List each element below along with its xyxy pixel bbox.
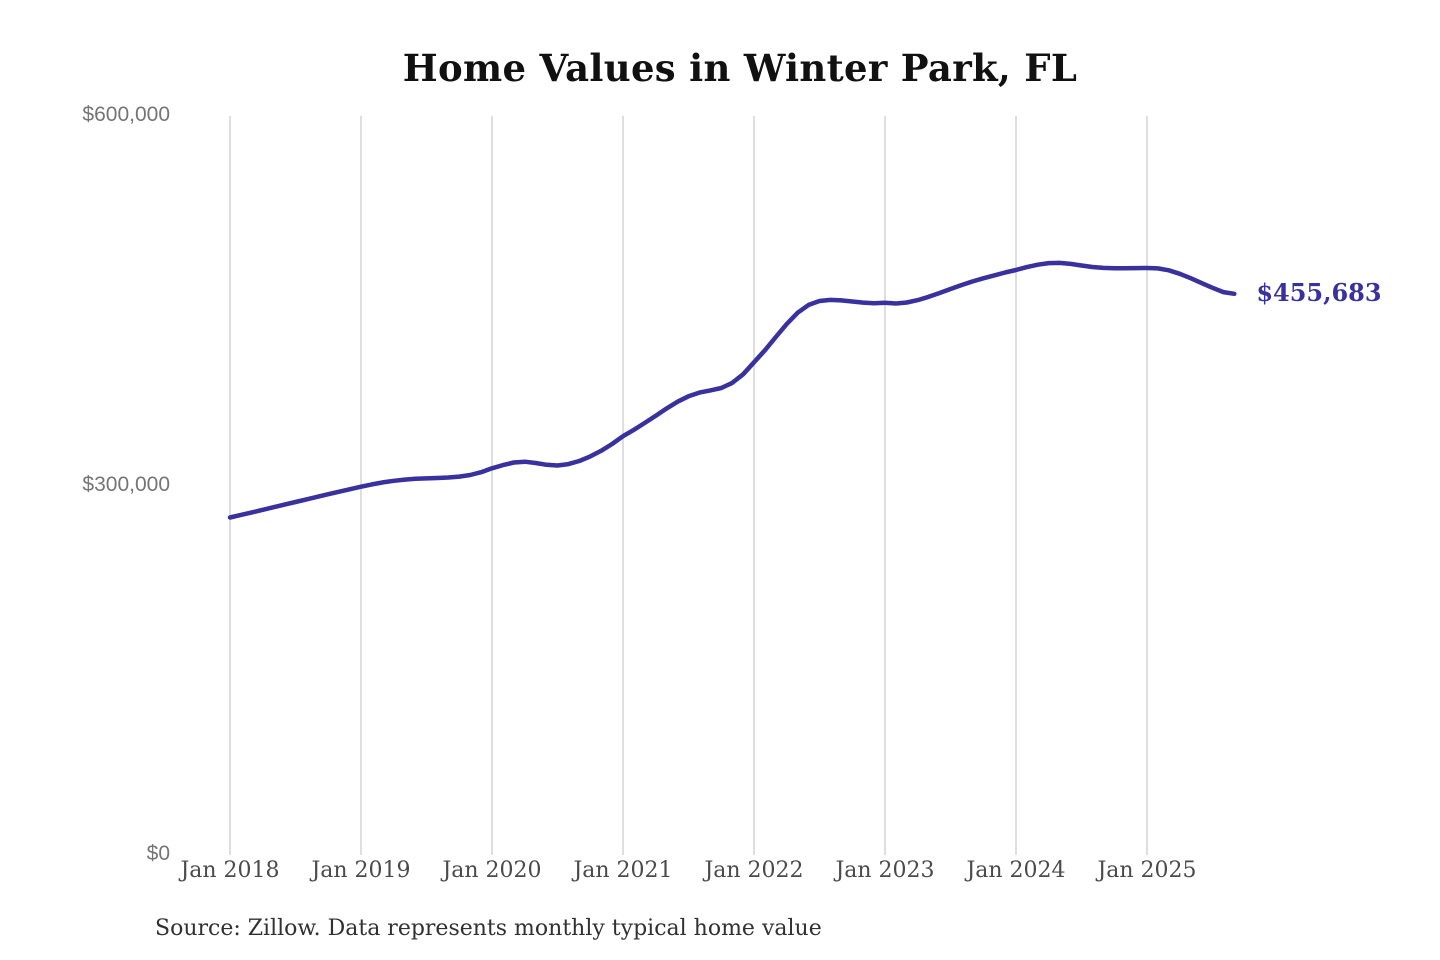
x-axis-tick-label: Jan 2021 [573, 858, 673, 883]
home-value-line [227, 260, 1237, 520]
source-note: Source: Zillow. Data represents monthly … [155, 916, 822, 941]
x-axis-tick-label: Jan 2022 [704, 858, 804, 883]
y-axis-tick-label: $600,000 [82, 103, 170, 126]
y-axis-tick-label: $300,000 [82, 472, 170, 496]
latest-value-label: $455,683 [1256, 277, 1382, 307]
x-axis-tick-label: Jan 2024 [966, 858, 1066, 883]
x-axis-tick-label: Jan 2020 [442, 858, 542, 883]
chart-title: Home Values in Winter Park, FL [402, 46, 1078, 90]
x-axis-tick-label: Jan 2019 [311, 858, 411, 883]
x-axis-tick-label: Jan 2018 [180, 858, 280, 883]
x-axis-tick-label: Jan 2023 [835, 858, 935, 883]
y-axis-tick-label: $0 [146, 842, 170, 865]
x-axis-tick-label: Jan 2025 [1097, 858, 1197, 883]
